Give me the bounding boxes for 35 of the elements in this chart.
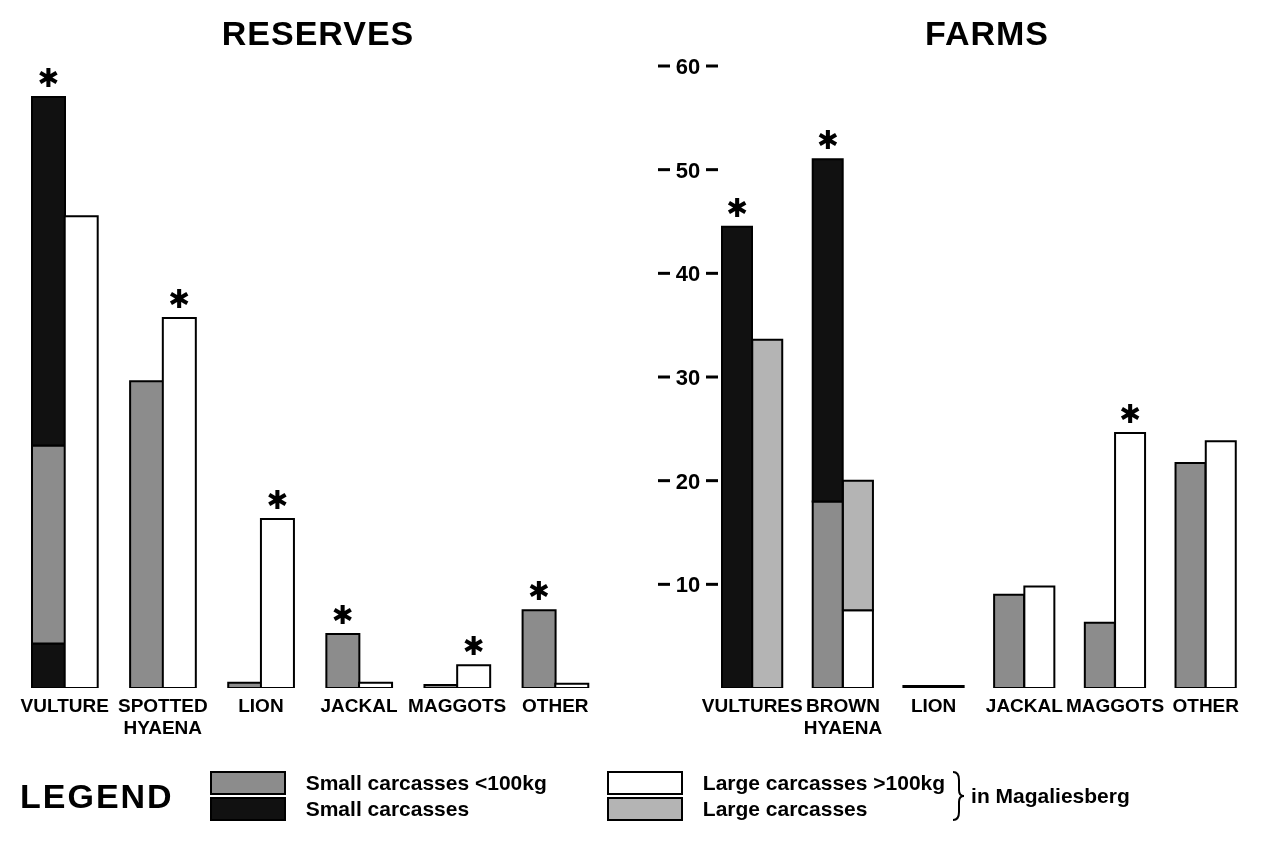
annotation: ✱ — [528, 576, 550, 607]
annotation: ✱ — [37, 63, 60, 94]
x-tick-label: JACKAL — [985, 695, 1064, 716]
annotation: ✱ — [331, 600, 354, 631]
legend-label: Large carcasses >100kg — [702, 771, 946, 795]
x-tick-label: OTHER — [522, 695, 589, 716]
annotation: ✱ — [462, 631, 485, 662]
y-tick-label: 60 — [675, 54, 701, 79]
x-tick-label: SPOTTED HYAENA — [117, 695, 208, 738]
x-tick-label: VULTURES — [701, 695, 803, 716]
text: Large carcasses — [702, 797, 868, 821]
annotation: ✱ — [1119, 398, 1142, 429]
x-tick-label: OTHER — [1172, 695, 1240, 716]
y-tick-label: 30 — [675, 365, 701, 390]
text: in Magaliesberg — [971, 784, 1130, 808]
x-tick-label: JACKAL — [320, 695, 398, 716]
x-tick-label: LION — [910, 695, 957, 716]
x-tick-label: VULTURE — [20, 695, 109, 716]
legend-title: LEGEND — [20, 776, 174, 816]
chart-title: FARMS — [925, 14, 1049, 52]
x-tick-label: LION — [238, 695, 284, 716]
annotation: ✱ — [816, 125, 839, 156]
annotation: ✱ — [168, 283, 191, 314]
annotation: ✱ — [726, 192, 749, 223]
legend-label: Small carcasses <100kg — [305, 771, 547, 795]
annotation: ✱ — [266, 485, 289, 516]
x-tick-label: MAGGOTS — [408, 695, 507, 716]
x-tick-label: BROWN HYAENA — [803, 695, 883, 738]
legend-label: Small carcasses — [305, 797, 470, 821]
y-tick-label: 10 — [675, 572, 701, 598]
y-tick-label: 40 — [675, 261, 701, 287]
chart-title: RESERVES — [220, 13, 416, 54]
y-tick-label: 20 — [675, 468, 701, 494]
x-tick-label: MAGGOTS — [1065, 695, 1165, 716]
y-tick-label: 50 — [675, 157, 701, 183]
